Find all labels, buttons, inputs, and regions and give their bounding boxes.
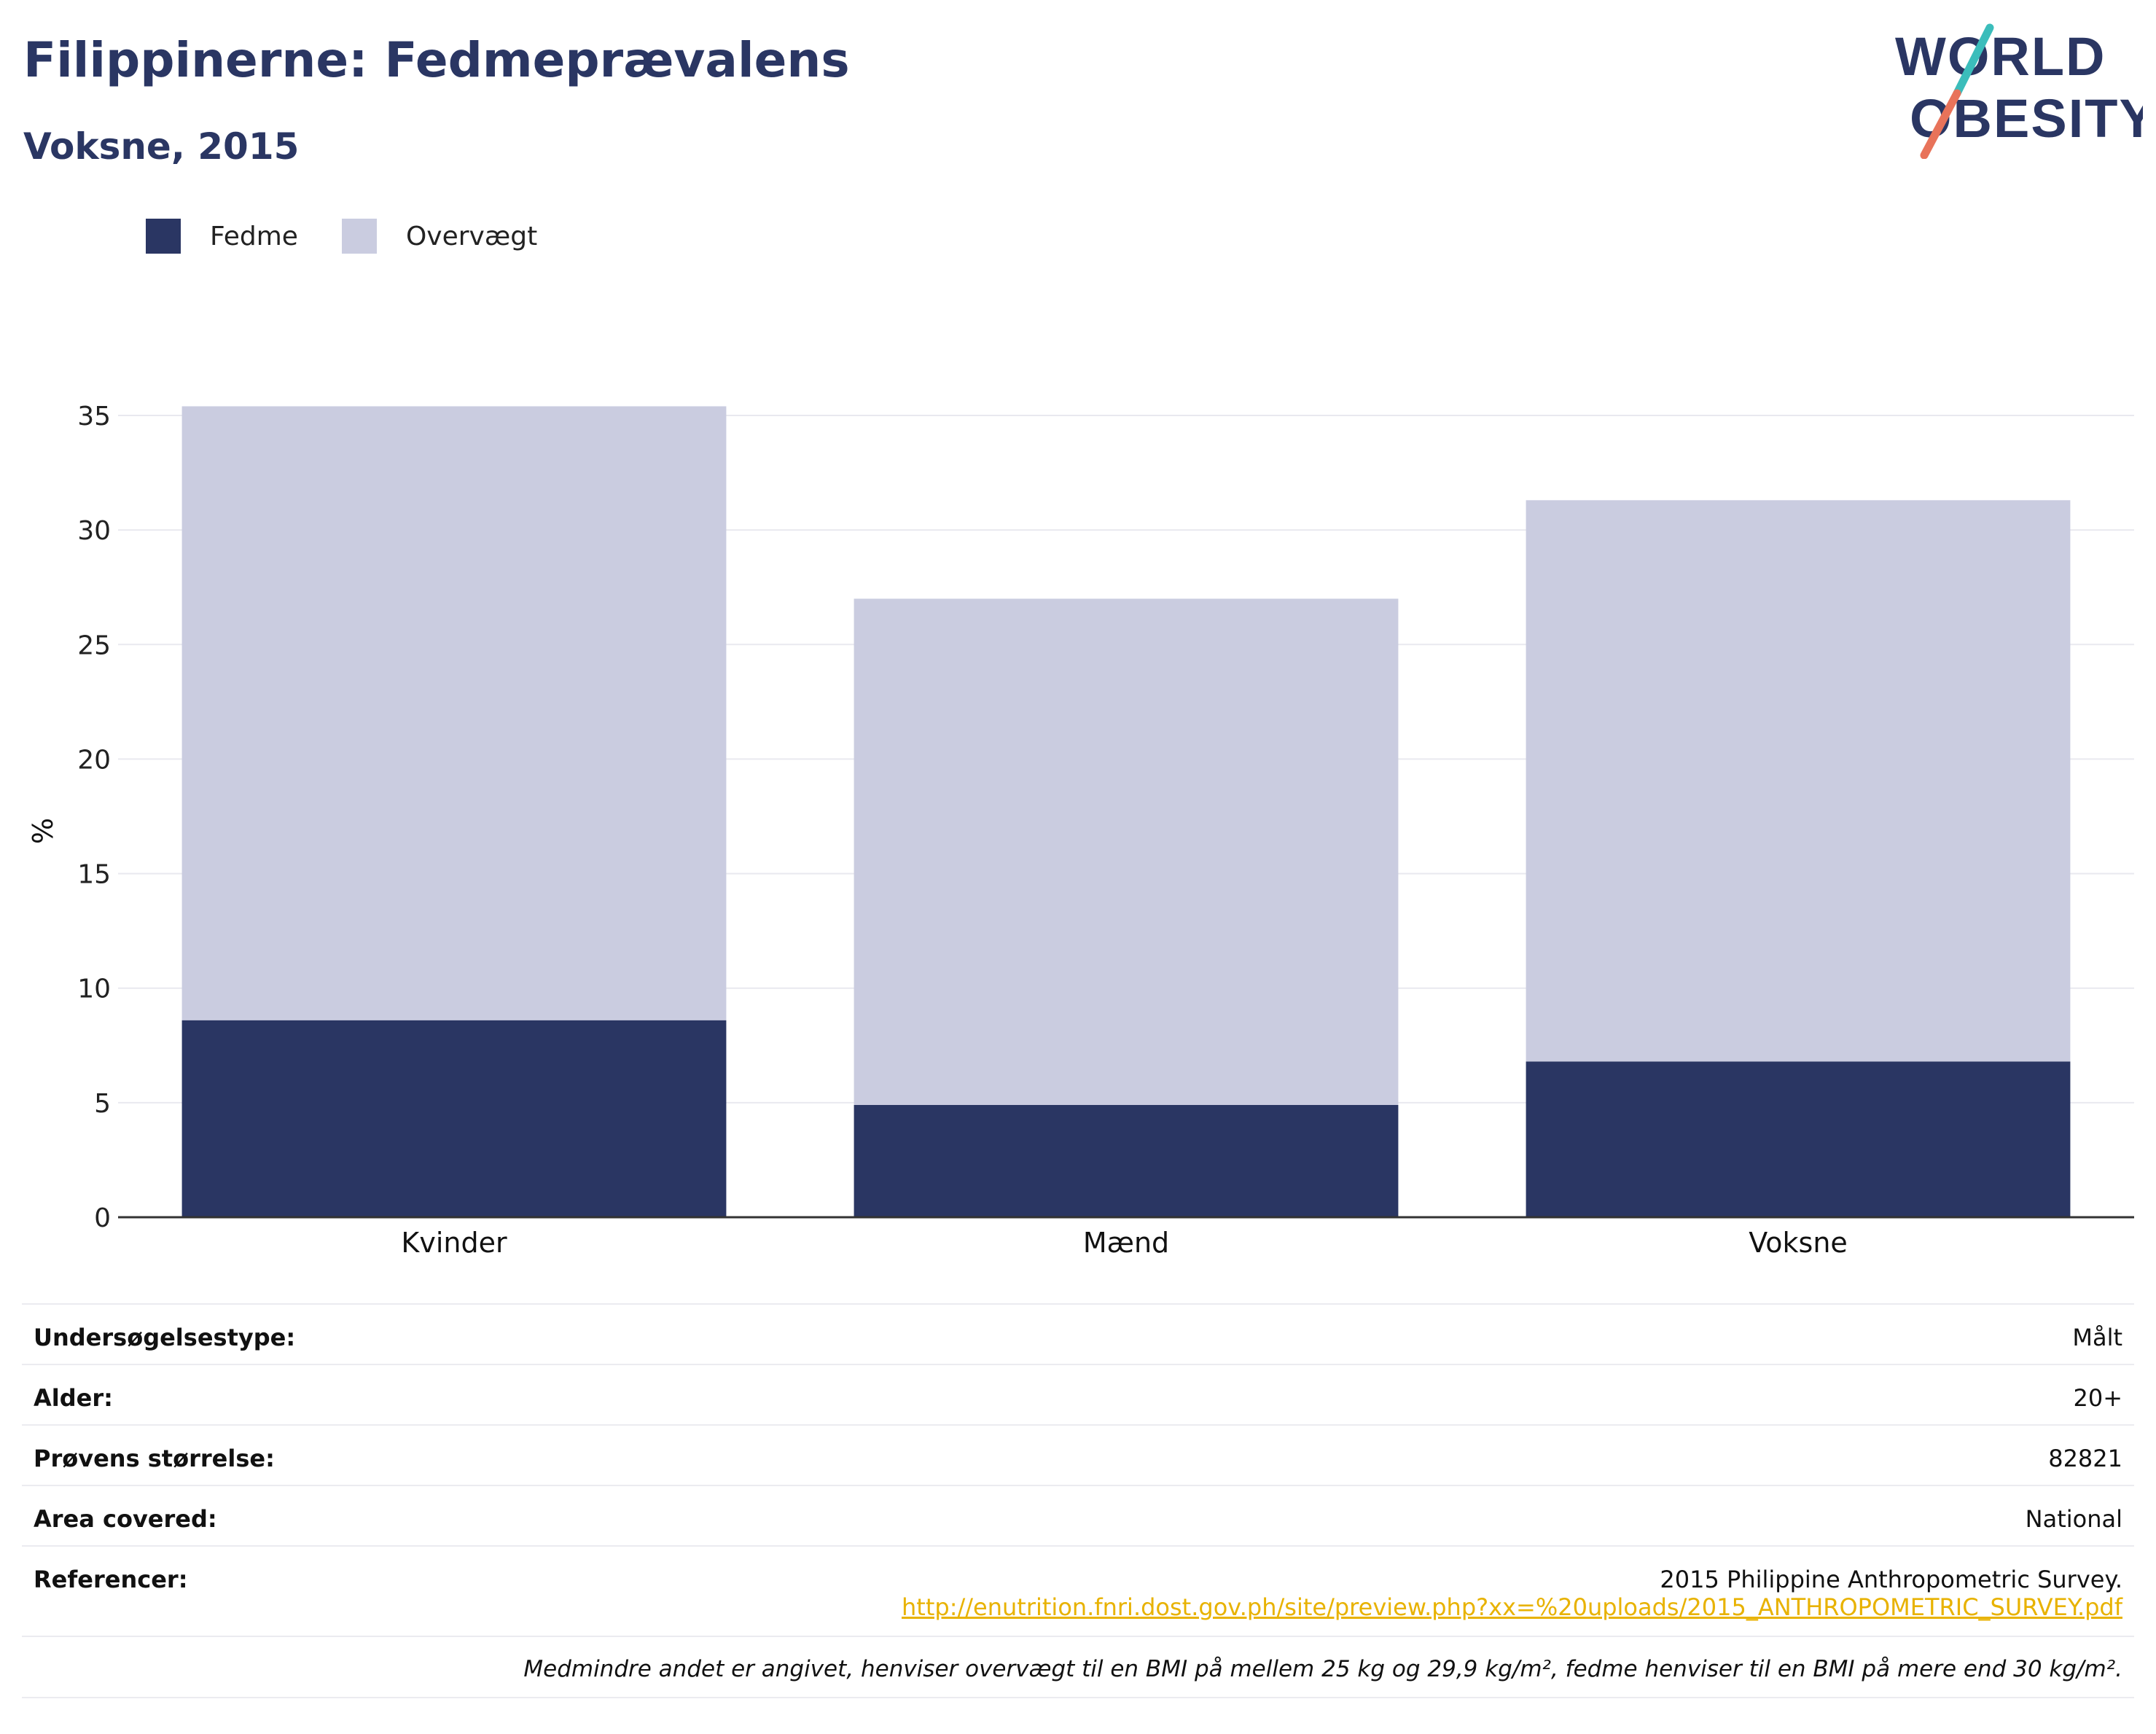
chart-legend: Fedme Overvægt: [146, 217, 581, 255]
info-row-references: Referencer: 2015 Philippine Anthropometr…: [22, 1547, 2134, 1637]
info-key: Referencer:: [34, 1566, 188, 1593]
bar-fedme-0: [181, 1020, 727, 1217]
bar-overvaegt-0: [181, 406, 727, 1020]
y-tick-label: 20: [77, 745, 111, 775]
svg-text:OBESITY: OBESITY: [1910, 88, 2143, 149]
x-category-label: Voksne: [1749, 1227, 1848, 1259]
y-tick-label: 25: [77, 630, 111, 660]
y-tick-label: 0: [94, 1203, 111, 1233]
info-key: Area covered:: [34, 1505, 217, 1533]
stacked-bar-chart: 0 5 10 15 20 25 30 35% Kvinder Mænd Voksne: [27, 402, 2134, 1259]
info-key: Undersøgelsestype:: [34, 1324, 296, 1351]
info-row-survey-type: Undersøgelsestype: Målt: [22, 1305, 2134, 1365]
info-value: 82821: [2048, 1445, 2122, 1472]
legend-label-overvaegt: Overvægt: [405, 221, 538, 251]
legend-swatch-fedme: [146, 219, 181, 254]
reference-link[interactable]: http://enutrition.fnri.dost.gov.ph/site/…: [902, 1593, 2122, 1621]
bar-overvaegt-2: [1526, 500, 2071, 1062]
x-category-label: Mænd: [1083, 1227, 1169, 1259]
y-axis-title: %: [27, 818, 59, 844]
info-value: Målt: [2072, 1324, 2122, 1351]
x-category-label: Kvinder: [401, 1227, 507, 1259]
info-value: 2015 Philippine Anthropometric Survey. h…: [902, 1566, 2122, 1621]
info-value: 20+: [2073, 1384, 2122, 1412]
legend-label-fedme: Fedme: [210, 221, 298, 251]
y-tick-label: 35: [77, 402, 111, 431]
bar-fedme-1: [854, 1105, 1399, 1217]
y-tick-label: 15: [77, 860, 111, 890]
y-tick-label: 30: [77, 516, 111, 546]
reference-text: 2015 Philippine Anthropometric Survey.: [1660, 1566, 2122, 1593]
info-row-age: Alder: 20+: [22, 1365, 2134, 1426]
info-key: Alder:: [34, 1384, 113, 1412]
bar-fedme-2: [1526, 1061, 2071, 1217]
legend-item-overvaegt[interactable]: Overvægt: [341, 219, 538, 254]
legend-item-fedme[interactable]: Fedme: [146, 219, 298, 254]
info-key: Prøvens størrelse:: [34, 1445, 275, 1472]
info-row-area: Area covered: National: [22, 1486, 2134, 1547]
info-table: Undersøgelsestype: Målt Alder: 20+ Prøve…: [22, 1303, 2134, 1698]
footnote: Medmindre andet er angivet, henviser ove…: [22, 1637, 2134, 1698]
page-subtitle: Voksne, 2015: [23, 125, 300, 168]
y-tick-label: 10: [77, 975, 111, 1004]
page-title: Filippinerne: Fedmeprævalens: [23, 32, 850, 88]
info-row-sample-size: Prøvens størrelse: 82821: [22, 1426, 2134, 1486]
y-tick-label: 5: [94, 1089, 111, 1119]
svg-text:WORLD: WORLD: [1895, 26, 2106, 87]
info-value: National: [2025, 1505, 2122, 1533]
bar-overvaegt-1: [854, 598, 1399, 1105]
world-obesity-logo: WORLD OBESITY: [1895, 23, 2143, 159]
legend-swatch-overvaegt: [341, 219, 377, 254]
